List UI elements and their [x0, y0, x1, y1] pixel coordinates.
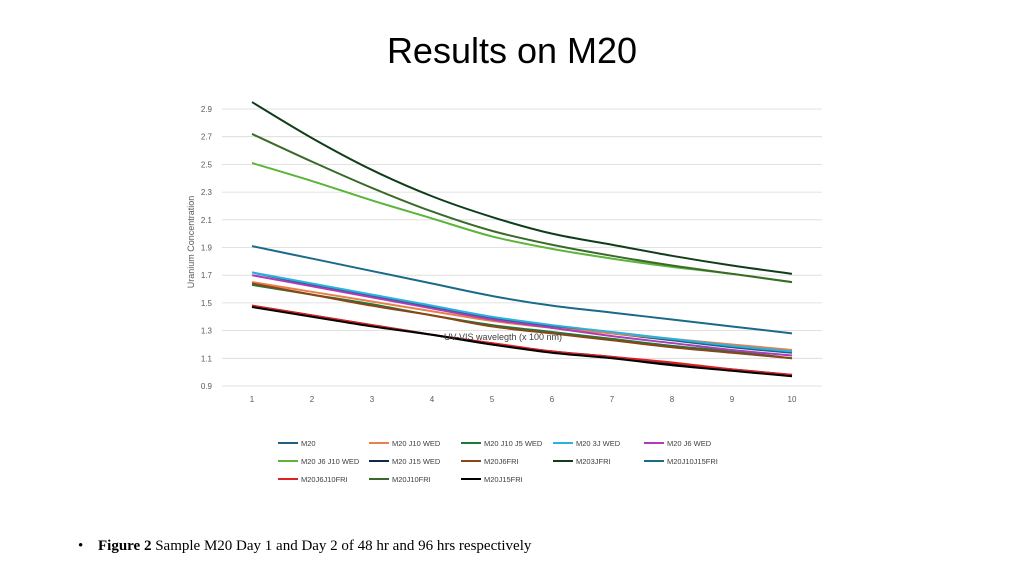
legend-item: M20 J6 J10 WED	[278, 457, 360, 466]
bullet-icon: •	[78, 538, 84, 554]
x-axis-label: UV-VIS wavelegth (x 100 nm)	[444, 332, 562, 342]
legend-label: M20 3J WED	[576, 439, 621, 448]
legend-item: M20 J10 J5 WED	[461, 439, 543, 448]
figure-caption: • Figure 2 Sample M20 Day 1 and Day 2 of …	[78, 538, 531, 555]
y-tick-labels: 0.9 1.1 1.3 1.5 1.7 1.9 2.1 2.3 2.5 2.7 2.9	[201, 105, 213, 391]
x-tick-label: 1	[250, 395, 255, 404]
series-line-6	[251, 162, 793, 284]
x-tick-label: 8	[670, 395, 675, 404]
y-tick-label: 2.5	[201, 160, 213, 169]
x-tick-label: 2	[310, 395, 315, 404]
x-tick-label: 10	[788, 395, 797, 404]
series-lines	[251, 101, 793, 378]
legend-label: M203JFRI	[576, 457, 611, 466]
legend-item: M20J6J10FRI	[278, 475, 348, 484]
caption-text: Sample M20 Day 1 and Day 2 of 48 hr and …	[151, 538, 532, 554]
legend-item: M20 3J WED	[553, 439, 621, 448]
series-line-1	[251, 271, 793, 354]
series-line-12	[251, 133, 793, 284]
legend-item: M20 J6 WED	[644, 439, 712, 448]
series-line-11	[251, 304, 793, 376]
x-tick-label: 9	[730, 395, 735, 404]
y-tick-label: 1.7	[201, 271, 213, 280]
legend-item: M203JFRI	[553, 457, 611, 466]
legend-item: M20	[278, 439, 316, 448]
legend-item: M20J6FRI	[461, 457, 519, 466]
series-line-10	[251, 245, 793, 335]
caption-figure-label: Figure 2	[98, 538, 152, 554]
legend-item: M20 J15 WED	[369, 457, 441, 466]
legend-item: M20J15FRI	[461, 475, 523, 484]
y-tick-label: 1.1	[201, 354, 213, 363]
series-line-13	[251, 306, 793, 378]
legend-label: M20 J6 WED	[667, 439, 712, 448]
legend-label: M20	[301, 439, 316, 448]
y-tick-label: 1.5	[201, 299, 213, 308]
y-tick-label: 1.3	[201, 327, 213, 336]
y-tick-label: 0.9	[201, 382, 213, 391]
x-tick-label: 7	[610, 395, 615, 404]
x-tick-label: 5	[490, 395, 495, 404]
y-tick-label: 2.9	[201, 105, 213, 114]
y-tick-label: 2.7	[201, 133, 213, 142]
series-line-8	[251, 282, 793, 360]
legend-label: M20J10J15FRI	[667, 457, 718, 466]
legend-item: M20J10J15FRI	[644, 457, 718, 466]
legend-label: M20 J10 J5 WED	[484, 439, 543, 448]
series-line-9	[251, 101, 793, 275]
x-tick-label: 6	[550, 395, 555, 404]
slide-title: Results on M20	[386, 30, 638, 71]
y-tick-label: 2.3	[201, 188, 213, 197]
series-line-4	[251, 271, 793, 353]
y-axis-label: Uranium Concentration	[186, 196, 196, 289]
legend-label: M20J10FRI	[392, 475, 431, 484]
legend-label: M20 J15 WED	[392, 457, 441, 466]
legend-label: M20J15FRI	[484, 475, 523, 484]
legend-label: M20J6J10FRI	[301, 475, 348, 484]
x-tick-label: 4	[430, 395, 435, 404]
x-tick-labels: 1 2 3 4 5 6 7 8 9 10	[250, 395, 797, 404]
legend-label: M20 J10 WED	[392, 439, 441, 448]
legend: M20 M20 J10 WED M20 J10 J5 WED M20 3J WED M2…	[278, 439, 718, 484]
legend-label: M20 J6 J10 WED	[301, 457, 360, 466]
y-tick-label: 1.9	[201, 244, 213, 253]
x-tick-label: 3	[370, 395, 375, 404]
series-line-5	[251, 274, 793, 357]
y-tick-label: 2.1	[201, 216, 213, 225]
legend-label: M20J6FRI	[484, 457, 519, 466]
legend-item: M20J10FRI	[369, 475, 431, 484]
legend-item: M20 J10 WED	[369, 439, 441, 448]
